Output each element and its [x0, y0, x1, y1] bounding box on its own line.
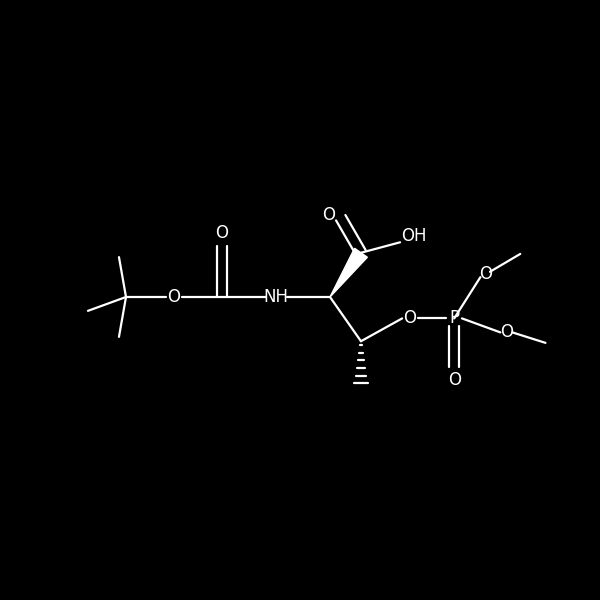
- Text: NH: NH: [263, 288, 289, 306]
- Text: O: O: [322, 206, 335, 224]
- Text: O: O: [403, 310, 416, 328]
- Text: O: O: [448, 371, 461, 389]
- Text: O: O: [167, 288, 181, 306]
- Text: OH: OH: [401, 227, 427, 245]
- Text: P: P: [449, 310, 459, 328]
- Text: O: O: [215, 224, 229, 242]
- Polygon shape: [330, 248, 367, 297]
- Text: O: O: [479, 265, 491, 283]
- Text: O: O: [500, 323, 513, 341]
